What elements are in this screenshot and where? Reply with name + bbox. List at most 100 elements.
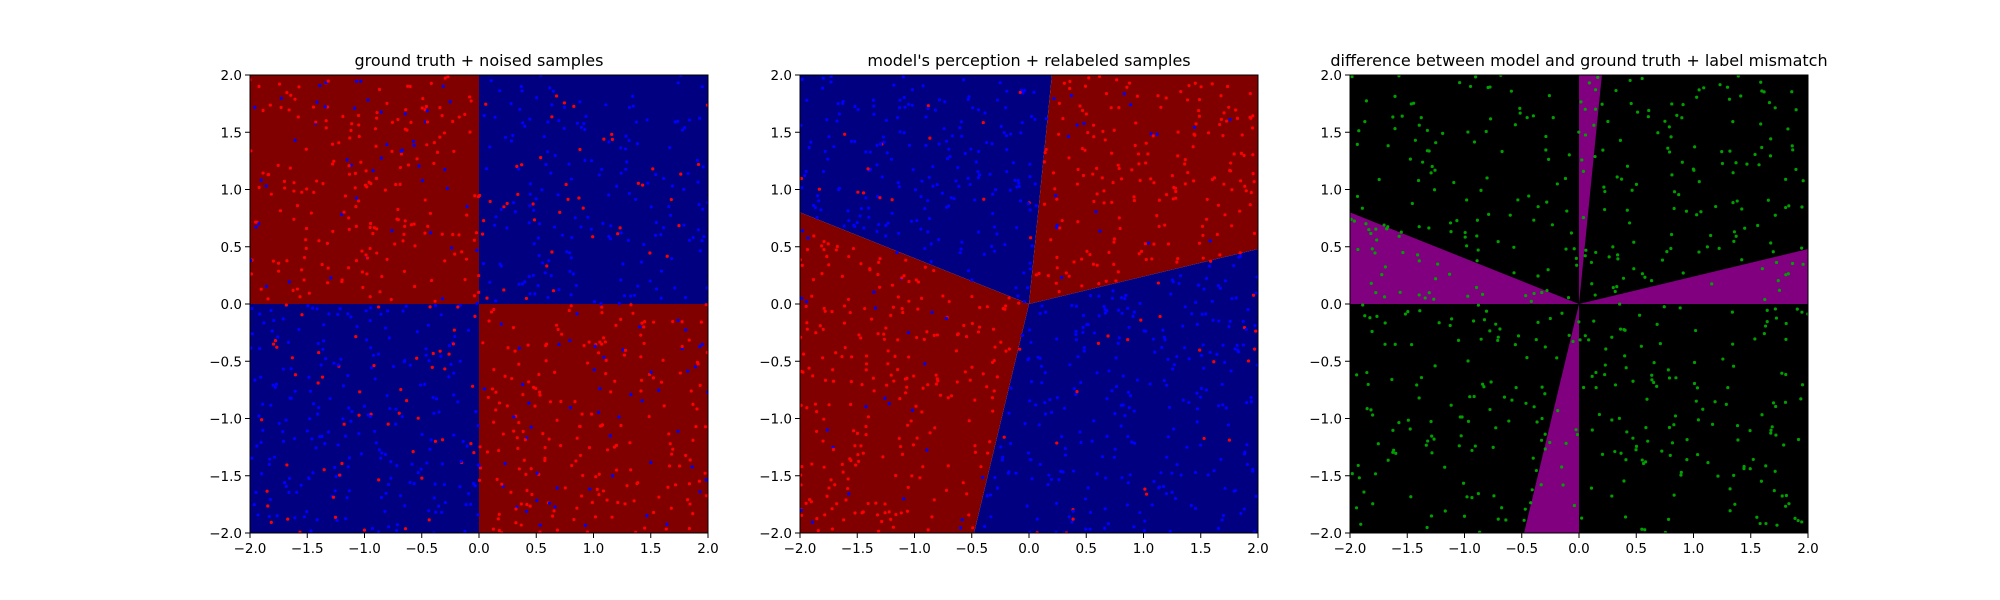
scatter-point	[403, 112, 407, 116]
scatter-point	[567, 162, 571, 166]
scatter-point	[1015, 226, 1019, 230]
scatter-point	[269, 520, 273, 524]
scatter-point	[1421, 160, 1425, 164]
x-tick-label: 1.0	[1133, 541, 1154, 557]
scatter-point	[560, 233, 565, 237]
scatter-point	[604, 372, 608, 376]
scatter-point	[522, 458, 526, 462]
scatter-point	[347, 456, 352, 460]
scatter-point	[1760, 267, 1764, 271]
scatter-point	[1415, 253, 1420, 257]
scatter-point	[1159, 471, 1163, 475]
scatter-point	[1790, 261, 1795, 266]
scatter-point	[1169, 292, 1173, 296]
scatter-point	[954, 349, 959, 353]
scatter-point	[680, 320, 684, 324]
scatter-point	[1064, 271, 1068, 275]
scatter-point	[1198, 395, 1203, 399]
scatter-point	[401, 239, 405, 243]
scatter-point	[598, 387, 602, 391]
scatter-point	[819, 208, 823, 212]
scatter-point	[1232, 489, 1236, 493]
scatter-point	[1239, 511, 1243, 516]
y-tick-label: 1.5	[221, 125, 242, 141]
scatter-point	[1152, 242, 1156, 246]
scatter-point	[1001, 455, 1005, 459]
scatter-point	[1768, 154, 1773, 158]
scatter-point	[1731, 342, 1735, 346]
scatter-point	[1132, 195, 1136, 199]
scatter-point	[1593, 88, 1598, 92]
scatter-point	[557, 342, 561, 347]
scatter-point	[618, 226, 622, 230]
scatter-point	[1482, 318, 1487, 322]
scatter-point	[463, 277, 467, 282]
scatter-point	[1736, 75, 1740, 78]
scatter-point	[594, 475, 598, 479]
scatter-point	[600, 305, 604, 309]
scatter-point	[1119, 177, 1124, 181]
scatter-point	[386, 422, 390, 426]
scatter-point	[291, 288, 295, 292]
scatter-point	[550, 103, 554, 107]
scatter-point	[643, 526, 647, 530]
scatter-point	[426, 323, 430, 327]
scatter-point	[1190, 312, 1194, 316]
scatter-point	[459, 459, 463, 463]
scatter-point	[846, 297, 851, 302]
scatter-point	[311, 306, 315, 310]
scatter-point	[1162, 335, 1166, 339]
scatter-point	[568, 338, 572, 343]
scatter-point	[805, 321, 809, 325]
scatter-point	[1640, 272, 1645, 276]
scatter-point	[1355, 194, 1360, 199]
scatter-point	[849, 139, 854, 143]
scatter-point	[1034, 403, 1038, 407]
scatter-point	[1178, 274, 1183, 278]
scatter-point	[934, 382, 939, 386]
scatter-point	[988, 493, 993, 497]
scatter-point	[897, 106, 902, 110]
scatter-point	[1005, 148, 1009, 152]
scatter-point	[341, 384, 346, 388]
scatter-point	[330, 142, 335, 146]
scatter-point	[877, 222, 881, 227]
scatter-point	[1106, 334, 1110, 338]
scatter-point	[1705, 245, 1709, 249]
scatter-point	[574, 283, 578, 288]
scatter-point	[1666, 146, 1670, 150]
scatter-point	[933, 426, 937, 430]
scatter-point	[536, 236, 540, 240]
scatter-point	[265, 489, 269, 493]
scatter-point	[443, 259, 447, 263]
scatter-point	[949, 196, 953, 200]
scatter-point	[696, 180, 700, 184]
scatter-point	[817, 199, 821, 203]
scatter-point	[1603, 363, 1607, 367]
scatter-point	[1514, 386, 1518, 390]
scatter-point	[866, 501, 870, 506]
scatter-point	[1462, 514, 1467, 518]
scatter-point	[348, 136, 352, 140]
scatter-point	[1727, 97, 1732, 101]
scatter-point	[1634, 182, 1639, 186]
scatter-point	[476, 513, 480, 517]
scatter-point	[1628, 78, 1632, 83]
scatter-point	[426, 224, 430, 228]
scatter-point	[840, 354, 844, 359]
scatter-point	[340, 461, 344, 466]
scatter-point	[946, 464, 950, 468]
y-tick-label: 1.0	[771, 183, 792, 199]
scatter-point	[623, 147, 628, 151]
scatter-point	[1751, 457, 1755, 462]
scatter-point	[698, 344, 702, 349]
scatter-point	[538, 523, 542, 527]
scatter-point	[252, 503, 256, 507]
scatter-point	[1037, 271, 1041, 276]
scatter-point	[416, 416, 420, 420]
scatter-point	[354, 79, 359, 83]
scatter-point	[926, 528, 930, 532]
scatter-point	[1665, 250, 1669, 254]
scatter-point	[1177, 281, 1181, 286]
scatter-point	[1080, 146, 1084, 151]
